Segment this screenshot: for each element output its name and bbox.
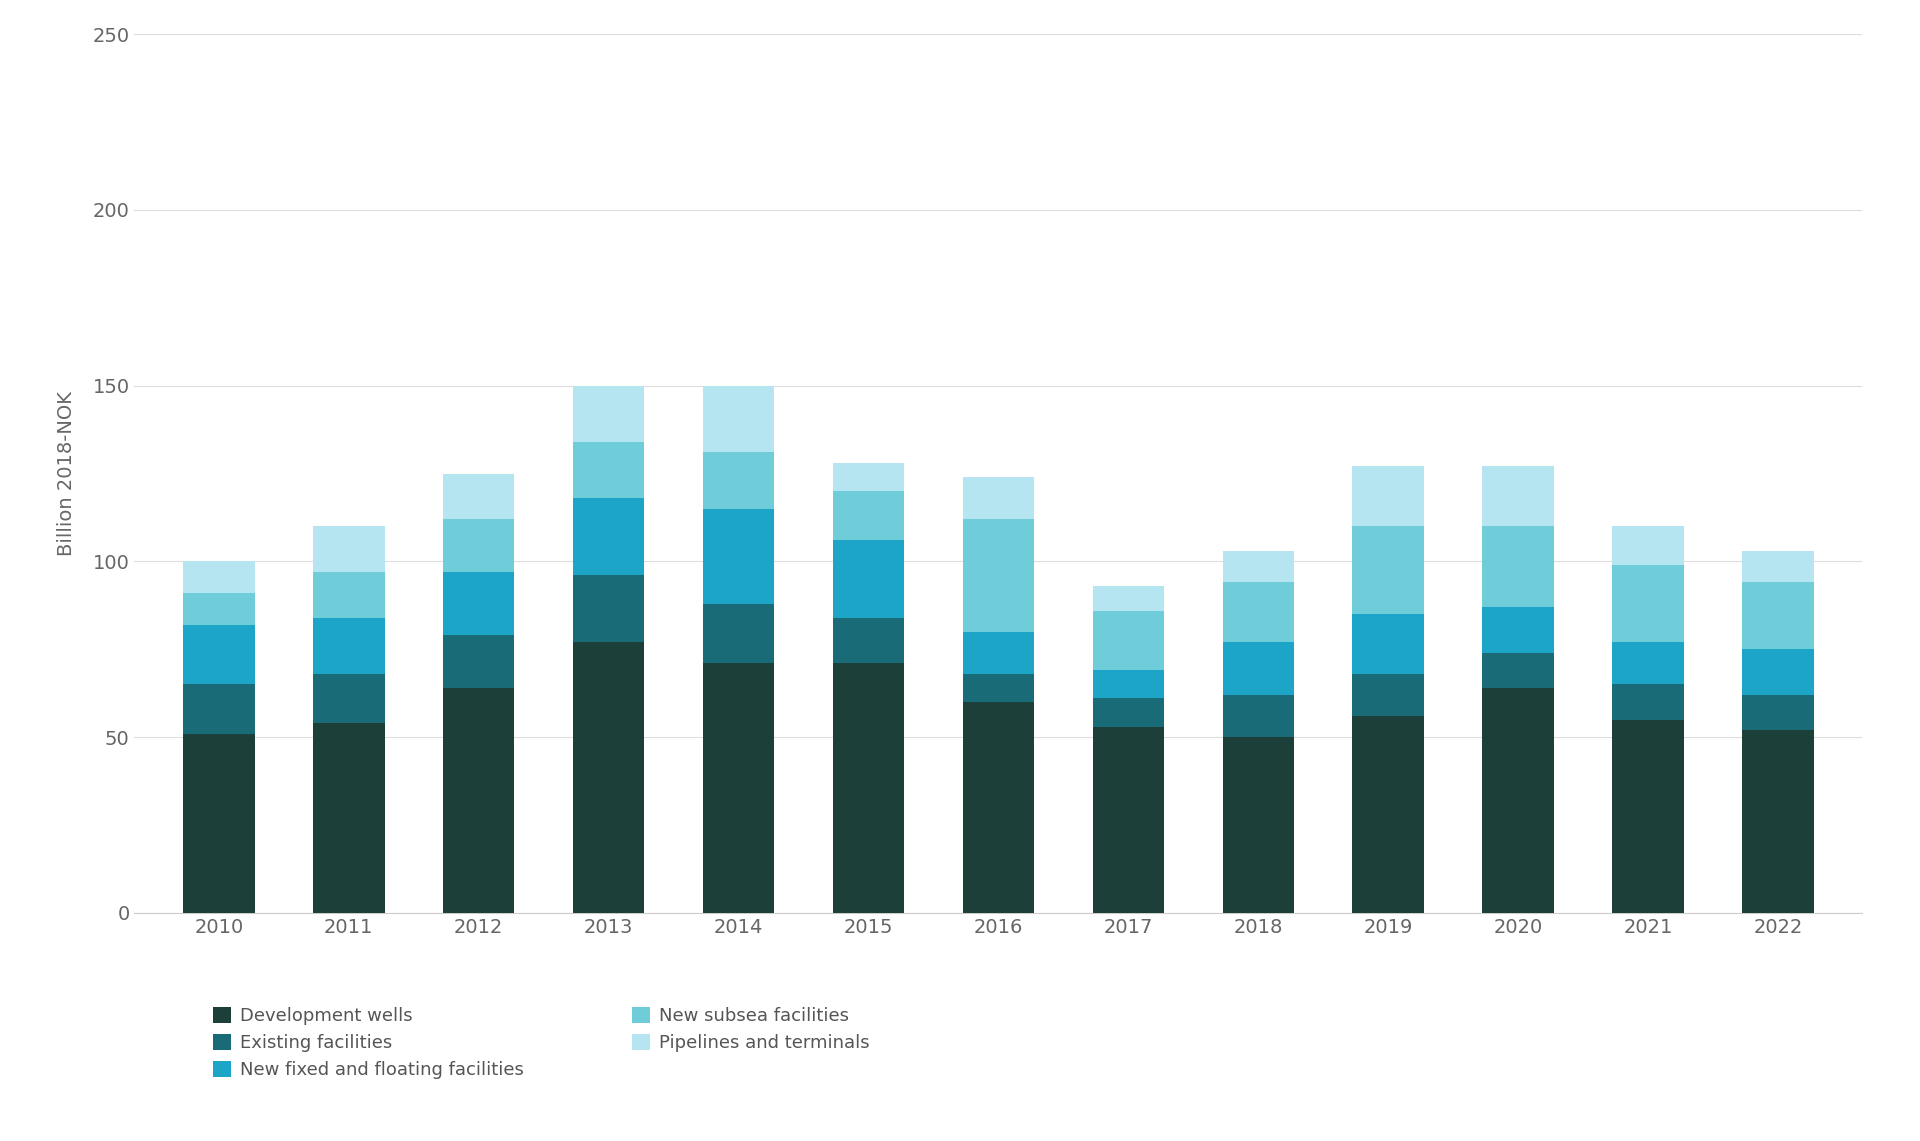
Bar [572, 499, 645, 575]
Bar [572, 442, 645, 499]
Bar [1613, 565, 1684, 642]
Bar [833, 491, 904, 541]
Bar [962, 519, 1035, 632]
Bar [1092, 698, 1164, 727]
Bar [703, 604, 774, 663]
Bar [1613, 642, 1684, 685]
Bar [833, 617, 904, 663]
Bar [444, 688, 515, 913]
Bar [1741, 551, 1814, 582]
Bar [962, 674, 1035, 702]
Bar [1352, 674, 1425, 717]
Bar [1613, 685, 1684, 720]
Bar [962, 702, 1035, 913]
Bar [182, 624, 255, 685]
Bar [572, 642, 645, 913]
Bar [572, 575, 645, 642]
Bar [1482, 653, 1553, 688]
Bar [1092, 586, 1164, 610]
Bar [444, 474, 515, 519]
Bar [313, 674, 384, 723]
Bar [572, 386, 645, 442]
Bar [313, 572, 384, 617]
Bar [444, 572, 515, 636]
Bar [182, 685, 255, 734]
Bar [1223, 582, 1294, 642]
Bar [1613, 526, 1684, 565]
Bar [703, 386, 774, 453]
Bar [703, 453, 774, 509]
Bar [703, 509, 774, 604]
Legend: Development wells, Existing facilities, New fixed and floating facilities, New s: Development wells, Existing facilities, … [213, 1006, 870, 1079]
Bar [182, 561, 255, 593]
Bar [962, 477, 1035, 519]
Bar [962, 632, 1035, 674]
Bar [1482, 607, 1553, 653]
Bar [1092, 610, 1164, 670]
Bar [313, 617, 384, 674]
Bar [444, 519, 515, 572]
Bar [1482, 688, 1553, 913]
Bar [1092, 670, 1164, 698]
Bar [444, 636, 515, 688]
Bar [1613, 720, 1684, 913]
Bar [1223, 551, 1294, 582]
Bar [1482, 526, 1553, 607]
Bar [313, 723, 384, 913]
Bar [1223, 642, 1294, 695]
Bar [1482, 467, 1553, 526]
Bar [182, 734, 255, 913]
Bar [313, 526, 384, 572]
Bar [833, 663, 904, 913]
Bar [1352, 717, 1425, 913]
Bar [182, 593, 255, 624]
Bar [1352, 526, 1425, 614]
Bar [1223, 695, 1294, 737]
Bar [1092, 727, 1164, 913]
Bar [1741, 695, 1814, 730]
Bar [1741, 582, 1814, 649]
Bar [1352, 614, 1425, 674]
Bar [1741, 730, 1814, 913]
Bar [1741, 649, 1814, 695]
Bar [703, 663, 774, 913]
Bar [833, 541, 904, 617]
Y-axis label: Billion 2018-NOK: Billion 2018-NOK [58, 391, 75, 556]
Bar [1223, 737, 1294, 913]
Bar [833, 463, 904, 491]
Bar [1352, 467, 1425, 526]
